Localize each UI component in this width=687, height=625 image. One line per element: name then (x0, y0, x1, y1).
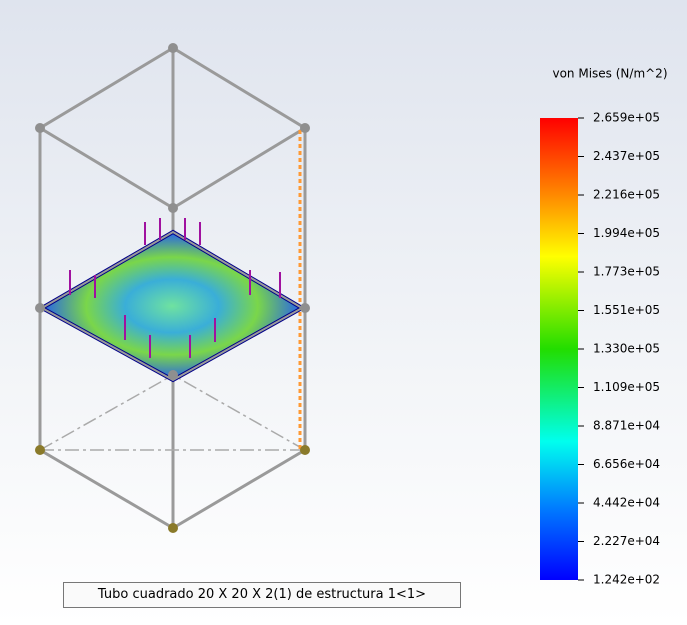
legend-label: 1.773e+05 (593, 265, 660, 279)
legend-label: 2.437e+05 (593, 149, 660, 163)
legend-label: 1.551e+05 (593, 303, 660, 317)
legend-label: 1.109e+05 (593, 380, 660, 394)
legend-title: von Mises (N/m^2) (552, 67, 667, 81)
legend-label: 1.994e+05 (593, 226, 660, 240)
model-view: von Mises (N/m^2) 2.659e+05 2.437e+05 2.21… (0, 0, 687, 625)
legend-label: 4.442e+04 (593, 496, 660, 510)
legend-label: 8.871e+04 (593, 419, 660, 433)
color-bar (540, 118, 578, 580)
legend-label: 1.330e+05 (593, 342, 660, 356)
viewport: von Mises (N/m^2) 2.659e+05 2.437e+05 2.21… (0, 0, 687, 625)
legend-label: 2.227e+04 (593, 534, 660, 548)
legend-label: 1.242e+02 (593, 573, 660, 587)
tooltip: Tubo cuadrado 20 X 20 X 2(1) de estructu… (63, 582, 461, 608)
legend-label: 6.656e+04 (593, 457, 660, 471)
legend-label: 2.659e+05 (593, 111, 660, 125)
legend-label: 2.216e+05 (593, 188, 660, 202)
stress-plate (42, 232, 302, 380)
legend-labels: 2.659e+05 2.437e+05 2.216e+05 1.994e+05 1.77… (578, 111, 660, 587)
